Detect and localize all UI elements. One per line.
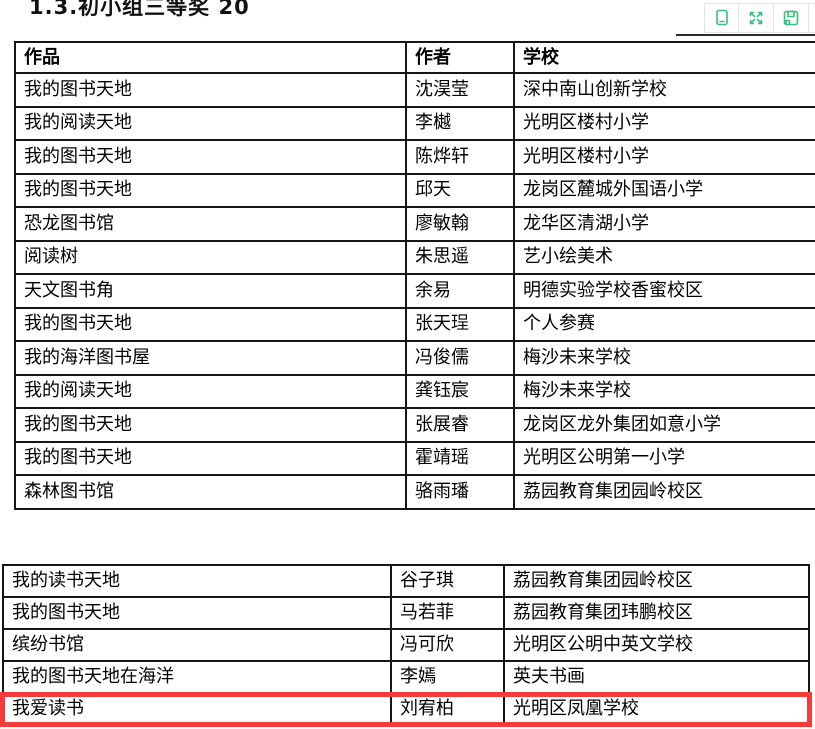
- cell-school: 艺小绘美术: [513, 239, 815, 275]
- table-row: 我的图书天地 陈烨轩 光明区楼村小学: [14, 139, 815, 175]
- cell-author: 骆雨璠: [405, 474, 515, 510]
- cell-author: 沈淏莹: [405, 72, 515, 108]
- cell-school: 光明区公明中英文学校: [503, 628, 810, 662]
- table-row: 我的图书天地 马若菲 荔园教育集团玮鹏校区: [2, 596, 810, 630]
- cell-work: 天文图书角: [14, 273, 407, 309]
- cell-author: 谷子琪: [390, 564, 505, 598]
- toolbar-underline: [676, 34, 815, 36]
- page-title: 1.3.初小组三等奖 20: [29, 0, 250, 19]
- mobile-view-button[interactable]: [704, 3, 739, 33]
- cell-school: 荔园教育集团园岭校区: [513, 474, 815, 510]
- cell-author: 马若菲: [390, 596, 505, 630]
- cell-work: 我的图书天地在海洋: [2, 660, 392, 694]
- mobile-view-icon: [715, 9, 728, 26]
- table-row: 我的图书天地 霍靖瑶 光明区公明第一小学: [14, 440, 815, 476]
- cell-school: 龙华区清湖小学: [513, 206, 815, 242]
- cell-work: 缤纷书馆: [2, 628, 392, 662]
- cell-school: 光明区楼村小学: [513, 105, 815, 141]
- table-row: 我的阅读天地 龚钰宸 梅沙未来学校: [14, 373, 815, 409]
- print-button[interactable]: [809, 3, 815, 33]
- cell-work: 我的图书天地: [14, 306, 407, 342]
- cell-author: 龚钰宸: [405, 373, 515, 409]
- cell-author: 冯俊儒: [405, 340, 515, 376]
- cell-work: 我的阅读天地: [14, 373, 407, 409]
- cell-school: 光明区楼村小学: [513, 139, 815, 175]
- table-row: 我的海洋图书屋 冯俊儒 梅沙未来学校: [14, 340, 815, 376]
- cell-school: 梅沙未来学校: [513, 373, 815, 409]
- cell-author: 张展睿: [405, 407, 515, 443]
- cell-author: 廖敏翰: [405, 206, 515, 242]
- cell-school: 荔园教育集团园岭校区: [503, 564, 810, 598]
- table-row: 我的图书天地 邱天 龙岗区麓城外国语小学: [14, 172, 815, 208]
- cell-school: 梅沙未来学校: [513, 340, 815, 376]
- cell-author: 霍靖瑶: [405, 440, 515, 476]
- cell-author: 冯可欣: [390, 628, 505, 662]
- award-table-continued: 我的读书天地 谷子琪 荔园教育集团园岭校区 我的图书天地 马若菲 荔园教育集团玮鹏校区 缤纷…: [2, 564, 810, 726]
- table-row: 森林图书馆 骆雨璠 荔园教育集团园岭校区: [14, 474, 815, 510]
- header-work: 作品: [14, 41, 407, 74]
- table-row: 我的图书天地 沈淏莹 深中南山创新学校: [14, 72, 815, 108]
- table-row: 我的图书天地 张天珵 个人参赛: [14, 306, 815, 342]
- cell-school: 明德实验学校香蜜校区: [513, 273, 815, 309]
- cell-school: 深中南山创新学校: [513, 72, 815, 108]
- cell-work: 我的图书天地: [2, 596, 392, 630]
- cell-school: 龙岗区龙外集团如意小学: [513, 407, 815, 443]
- cell-work: 我的图书天地: [14, 440, 407, 476]
- cell-work: 我的海洋图书屋: [14, 340, 407, 376]
- cell-work: 阅读树: [14, 239, 407, 275]
- cell-author: 陈烨轩: [405, 139, 515, 175]
- table-row: 我的图书天地在海洋 李嫣 英夫书画: [2, 660, 810, 694]
- cell-school: 光明区凤凰学校: [503, 692, 810, 726]
- table-row-highlighted: 我爱读书 刘宥柏 光明区凤凰学校: [2, 692, 810, 726]
- fullscreen-button[interactable]: [739, 3, 774, 33]
- cell-author: 邱天: [405, 172, 515, 208]
- cell-work: 我的图书天地: [14, 72, 407, 108]
- table-row: 我的读书天地 谷子琪 荔园教育集团园岭校区: [2, 564, 810, 598]
- cell-school: 龙岗区麓城外国语小学: [513, 172, 815, 208]
- cell-author: 朱思遥: [405, 239, 515, 275]
- cell-work: 我的图书天地: [14, 407, 407, 443]
- header-author: 作者: [405, 41, 515, 74]
- cell-author: 李嫣: [390, 660, 505, 694]
- header-school: 学校: [513, 41, 815, 74]
- cell-author: 刘宥柏: [390, 692, 505, 726]
- viewer-toolbar: [704, 3, 815, 33]
- cell-work: 我的图书天地: [14, 172, 407, 208]
- header-row: 作品 作者 学校: [14, 41, 815, 74]
- cell-work: 我爱读书: [2, 692, 392, 726]
- cell-author: 李樾: [405, 105, 515, 141]
- cell-work: 我的阅读天地: [14, 105, 407, 141]
- cell-school: 英夫书画: [503, 660, 810, 694]
- award-table: 作品 作者 学校 我的图书天地 沈淏莹 深中南山创新学校 我的阅读天地 李樾 光明区楼村小…: [14, 41, 815, 510]
- fullscreen-icon: [749, 11, 763, 25]
- cell-author: 余易: [405, 273, 515, 309]
- cell-work: 我的图书天地: [14, 139, 407, 175]
- table-row: 阅读树 朱思遥 艺小绘美术: [14, 239, 815, 275]
- table-row: 缤纷书馆 冯可欣 光明区公明中英文学校: [2, 628, 810, 662]
- cell-work: 恐龙图书馆: [14, 206, 407, 242]
- cell-school: 荔园教育集团玮鹏校区: [503, 596, 810, 630]
- cell-work: 森林图书馆: [14, 474, 407, 510]
- save-button[interactable]: [774, 3, 809, 33]
- cell-school: 光明区公明第一小学: [513, 440, 815, 476]
- table-row: 恐龙图书馆 廖敏翰 龙华区清湖小学: [14, 206, 815, 242]
- table-row: 我的图书天地 张展睿 龙岗区龙外集团如意小学: [14, 407, 815, 443]
- table-row: 天文图书角 余易 明德实验学校香蜜校区: [14, 273, 815, 309]
- cell-school: 个人参赛: [513, 306, 815, 342]
- cell-author: 张天珵: [405, 306, 515, 342]
- save-icon: [783, 10, 799, 26]
- cell-work: 我的读书天地: [2, 564, 392, 598]
- table-row: 我的阅读天地 李樾 光明区楼村小学: [14, 105, 815, 141]
